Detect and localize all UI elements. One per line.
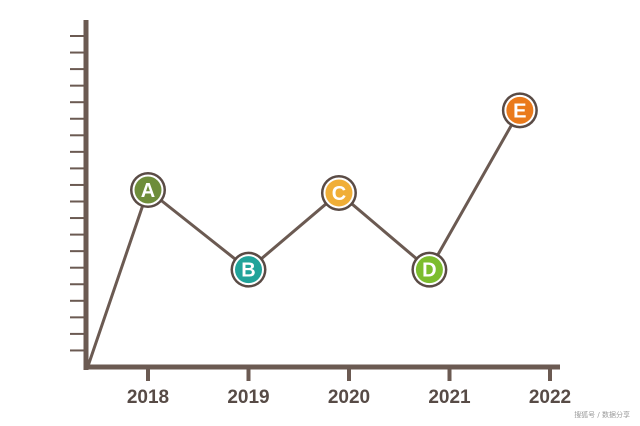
marker-E: E bbox=[501, 92, 538, 129]
marker-B-fill bbox=[235, 256, 262, 284]
marker-D: D bbox=[411, 251, 448, 288]
y-axis-minor-ticks bbox=[70, 35, 86, 352]
x-tick-label-2020: 2020 bbox=[328, 387, 370, 408]
x-axis-tick-labels: 2018 2019 2020 2021 2022 bbox=[127, 387, 571, 408]
marker-E-fill bbox=[506, 96, 534, 124]
marker-E-label: E bbox=[513, 100, 526, 122]
marker-D-fill bbox=[415, 256, 443, 284]
x-axis-ticks bbox=[146, 367, 552, 381]
marker-C: C bbox=[320, 174, 357, 211]
marker-A-fill bbox=[134, 176, 162, 204]
marker-D-label: D bbox=[422, 260, 436, 282]
watermark: 搜狐号 / 数据分享 bbox=[574, 411, 630, 419]
series-polyline bbox=[86, 109, 522, 368]
data-markers: A B C D E bbox=[130, 92, 538, 288]
x-tick-label-2018: 2018 bbox=[127, 387, 169, 408]
x-tick-label-2019: 2019 bbox=[227, 387, 269, 408]
x-tick-label-2022: 2022 bbox=[529, 387, 571, 408]
series-line bbox=[86, 109, 522, 368]
marker-B: B bbox=[230, 251, 267, 288]
marker-B-label: B bbox=[241, 260, 255, 282]
marker-C-fill bbox=[325, 179, 353, 207]
marker-A: A bbox=[130, 172, 166, 208]
marker-A-label: A bbox=[141, 180, 155, 202]
x-tick-label-2021: 2021 bbox=[428, 387, 471, 408]
marker-C-label: C bbox=[332, 183, 346, 205]
